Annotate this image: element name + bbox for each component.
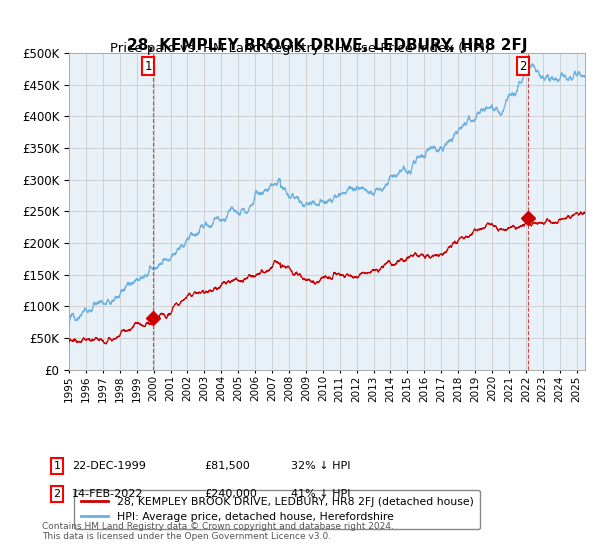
Text: 32% ↓ HPI: 32% ↓ HPI [291, 461, 350, 471]
Text: 2: 2 [53, 489, 61, 499]
Text: £240,000: £240,000 [204, 489, 257, 499]
Legend: 28, KEMPLEY BROOK DRIVE, LEDBURY, HR8 2FJ (detached house), HPI: Average price, : 28, KEMPLEY BROOK DRIVE, LEDBURY, HR8 2F… [74, 491, 480, 529]
Text: 41% ↓ HPI: 41% ↓ HPI [291, 489, 350, 499]
Text: 1: 1 [144, 59, 152, 73]
Text: Price paid vs. HM Land Registry's House Price Index (HPI): Price paid vs. HM Land Registry's House … [110, 42, 490, 55]
Text: 22-DEC-1999: 22-DEC-1999 [72, 461, 146, 471]
Text: £81,500: £81,500 [204, 461, 250, 471]
Text: 2: 2 [519, 59, 526, 73]
Text: Contains HM Land Registry data © Crown copyright and database right 2024.
This d: Contains HM Land Registry data © Crown c… [42, 522, 394, 542]
Title: 28, KEMPLEY BROOK DRIVE, LEDBURY, HR8 2FJ: 28, KEMPLEY BROOK DRIVE, LEDBURY, HR8 2F… [127, 38, 527, 53]
Text: 1: 1 [53, 461, 61, 471]
Text: 14-FEB-2022: 14-FEB-2022 [72, 489, 143, 499]
